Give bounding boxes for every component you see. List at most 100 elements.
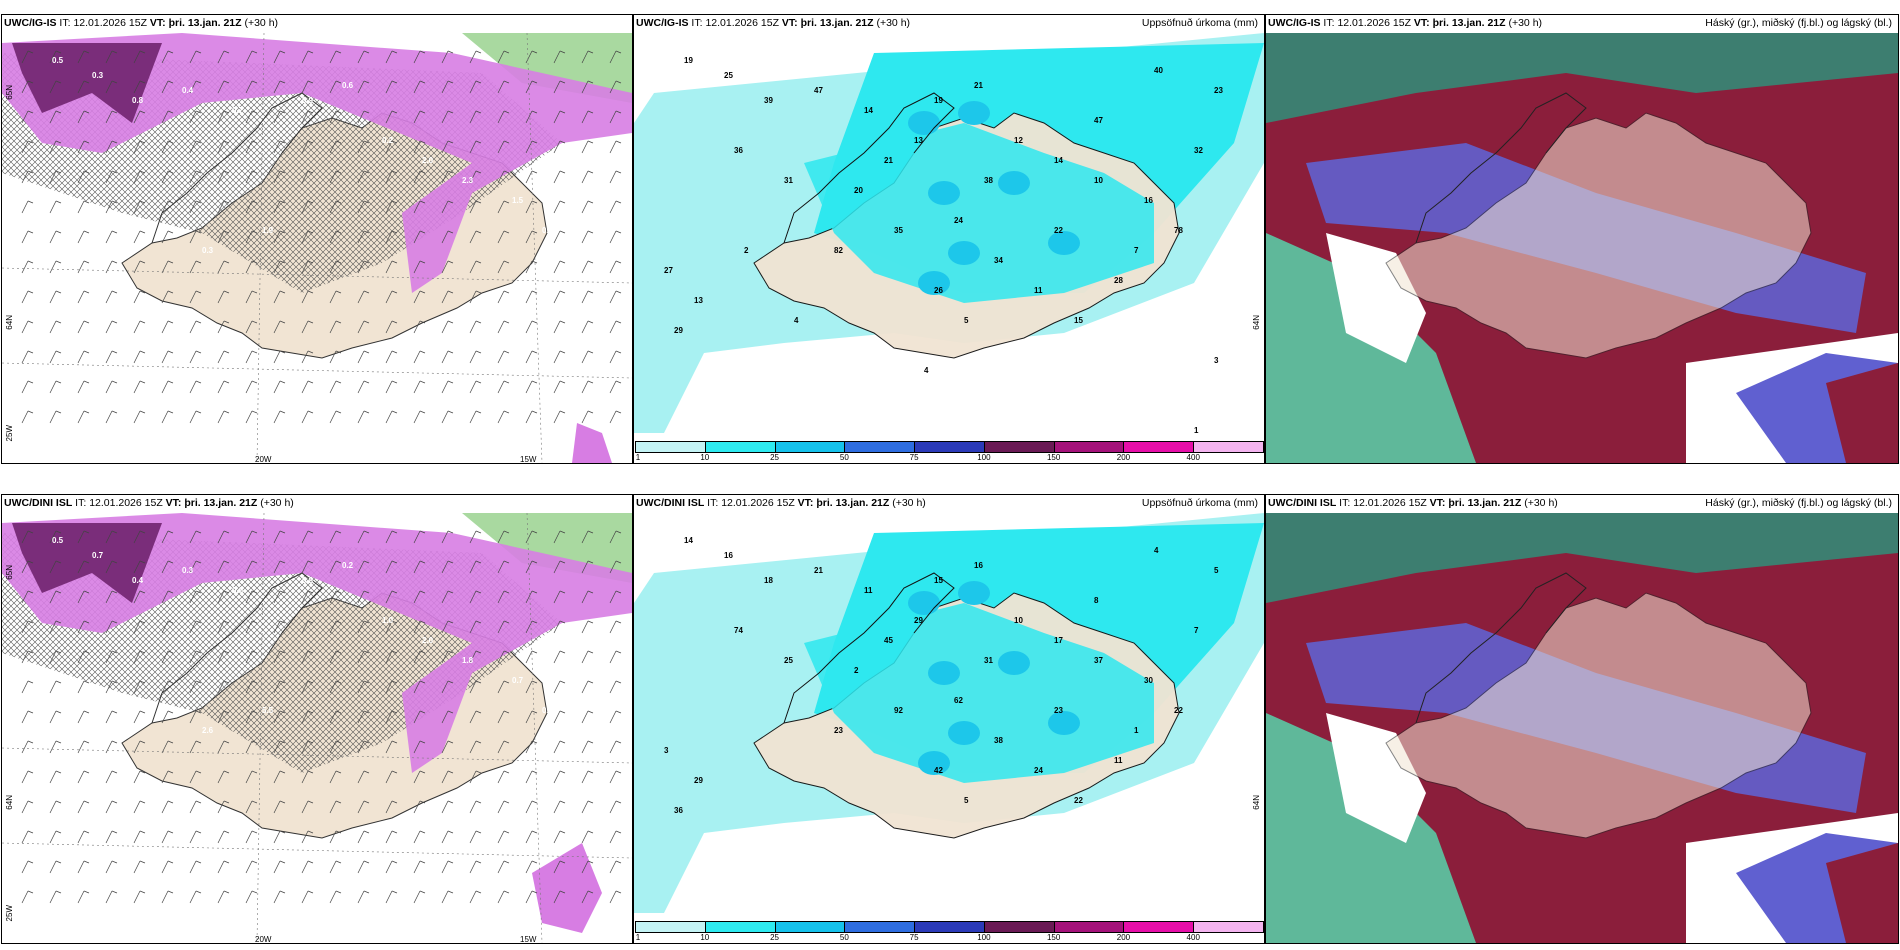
wind-barb	[105, 320, 118, 334]
wind-barb	[525, 230, 538, 244]
wind-barb	[357, 530, 370, 544]
wind-barb	[581, 110, 594, 124]
wind-barb	[49, 560, 62, 574]
wind-barb	[525, 170, 538, 184]
wind-barb	[189, 140, 202, 154]
wind-barb	[609, 320, 622, 334]
wind-barb	[553, 590, 566, 604]
colorbar-tick-label: 200	[1116, 453, 1131, 462]
wind-barb	[77, 50, 90, 64]
wind-barb	[413, 380, 426, 394]
wind-barb	[469, 50, 482, 64]
wind-barb	[413, 170, 426, 184]
wind-barb	[301, 230, 314, 244]
field-value-label: 22	[1054, 226, 1063, 235]
wind-barb	[553, 530, 566, 544]
wind-barb	[217, 230, 230, 244]
wind-barb	[21, 230, 34, 244]
graticule-line	[256, 33, 265, 463]
wind-barb	[273, 290, 286, 304]
wind-barb	[609, 560, 622, 574]
wind-barb	[161, 740, 174, 754]
colorbar-swatch	[704, 921, 776, 933]
it-value: 12.01.2026 15Z	[1337, 17, 1411, 29]
wind-barb	[581, 170, 594, 184]
wind-barb	[553, 890, 566, 904]
wind-barb	[217, 800, 230, 814]
wind-barb	[49, 110, 62, 124]
colorbar-tick-label: 150	[1046, 933, 1061, 942]
wind-barb	[581, 650, 594, 664]
wind-barb	[77, 290, 90, 304]
wind-barb	[189, 830, 202, 844]
wind-barb	[245, 770, 258, 784]
wind-barb	[161, 200, 174, 214]
wind-barb	[301, 260, 314, 274]
wind-barb	[217, 680, 230, 694]
wind-barb	[609, 230, 622, 244]
wind-barb	[301, 110, 314, 124]
wind-barb	[609, 890, 622, 904]
wind-barb	[217, 410, 230, 424]
wind-barb	[273, 140, 286, 154]
graticule-line	[256, 513, 265, 943]
field-value-label: 21	[974, 81, 983, 90]
it-label: IT:	[707, 497, 719, 509]
wind-barb	[217, 110, 230, 124]
wind-barb	[525, 260, 538, 274]
wind-barb	[385, 860, 398, 874]
wind-barb	[245, 230, 258, 244]
wind-barb	[385, 50, 398, 64]
wind-barb	[497, 530, 510, 544]
wind-barb	[329, 410, 342, 424]
wind-barb	[49, 80, 62, 94]
field-value-label: 2.0	[422, 156, 434, 165]
colorbar-swatch	[844, 441, 916, 453]
wind-barb	[105, 140, 118, 154]
wind-barb	[217, 890, 230, 904]
it-label: IT:	[75, 497, 87, 509]
wind-barb	[441, 200, 454, 214]
wind-barb	[357, 590, 370, 604]
wind-barb	[273, 800, 286, 814]
field-value-label: 11	[1034, 286, 1043, 295]
precip-core	[908, 591, 940, 615]
field-value-label: 5	[964, 796, 969, 805]
wind-barb	[133, 230, 146, 244]
field-value-label: 7	[1194, 626, 1199, 635]
wind-barb	[329, 650, 342, 664]
wind-barb	[357, 110, 370, 124]
field-value-label: 29	[694, 776, 703, 785]
field-value-label: 2.0	[422, 636, 434, 645]
wind-barb	[105, 590, 118, 604]
wind-barb	[301, 680, 314, 694]
field-value-label: 34	[994, 256, 1003, 265]
wind-barb	[301, 860, 314, 874]
wind-barb	[133, 650, 146, 664]
wind-barb	[497, 230, 510, 244]
wind-barb	[609, 200, 622, 214]
wind-barb	[133, 710, 146, 724]
forecast-offset: (+30 h)	[260, 497, 294, 509]
precip-core	[908, 111, 940, 135]
wind-barb	[77, 620, 90, 634]
wind-barb	[189, 620, 202, 634]
wind-barb	[497, 650, 510, 664]
wind-barb	[553, 380, 566, 394]
wind-barb	[441, 320, 454, 334]
wind-barb	[469, 680, 482, 694]
wind-barb	[609, 410, 622, 424]
wind-barb	[105, 350, 118, 364]
wind-barb	[609, 50, 622, 64]
wind-barb	[77, 530, 90, 544]
wind-barb	[49, 380, 62, 394]
field-value-label: 36	[734, 146, 743, 155]
wind-barb	[189, 110, 202, 124]
wind-barb	[469, 260, 482, 274]
wind-barb	[497, 410, 510, 424]
wind-barb	[21, 320, 34, 334]
colorbar: 1 10 25 50 75 100 150 200 400	[634, 439, 1264, 463]
wind-barb	[133, 110, 146, 124]
wind-barb	[105, 650, 118, 664]
wind-barb	[161, 50, 174, 64]
